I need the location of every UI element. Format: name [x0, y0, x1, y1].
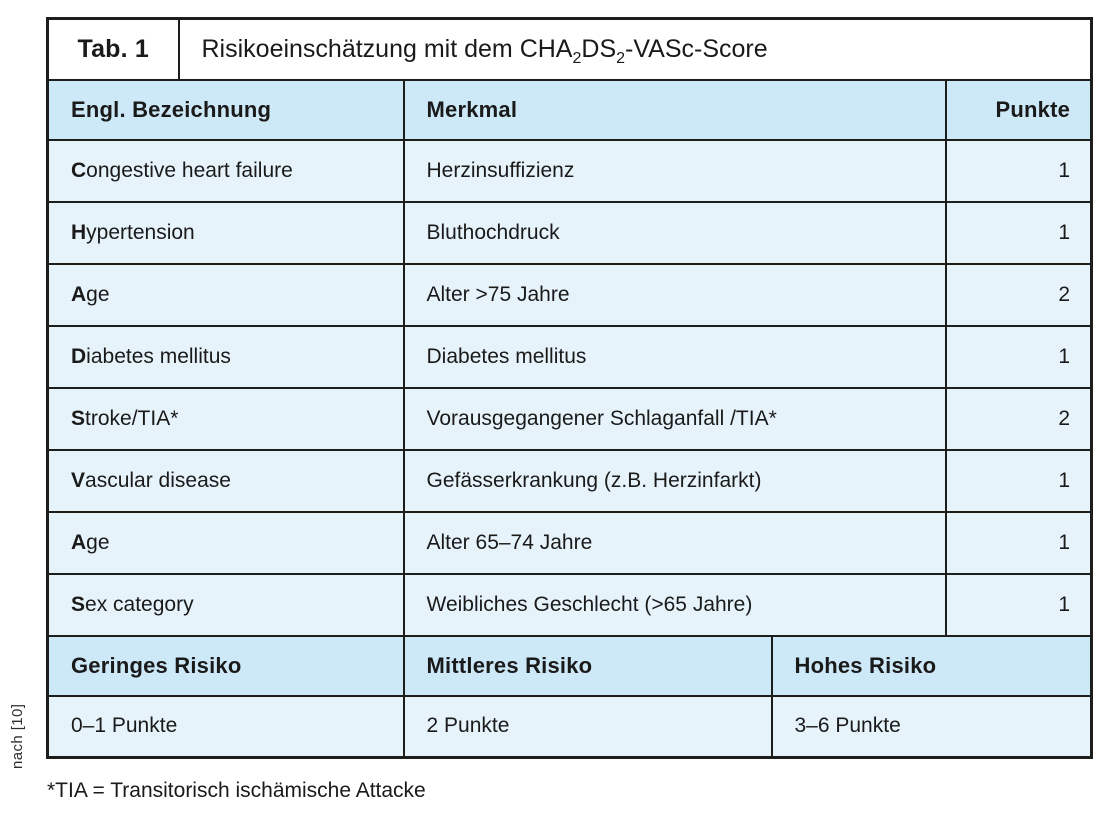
points-cell: 1	[944, 572, 1093, 637]
points-cell: 2	[944, 386, 1093, 451]
table-row-hypertension: Hypertension Bluthochdruck 1	[46, 200, 1093, 265]
source-reference-vertical: nach [10]	[9, 703, 26, 769]
english-term-rest: ongestive heart failure	[86, 158, 293, 182]
table-number-label: Tab. 1	[46, 17, 180, 81]
english-term-rest: ypertension	[86, 220, 195, 244]
english-term: Sex category	[46, 572, 405, 637]
english-term-rest: iabetes mellitus	[86, 344, 231, 368]
english-term: Congestive heart failure	[46, 138, 405, 203]
points-cell: 1	[944, 510, 1093, 575]
chads-vasc-score-table: Tab. 1 Risikoeinschätzung mit dem CHA2DS…	[46, 17, 1094, 759]
merkmal-cell: Vorausgegangener Schlaganfall /TIA*	[402, 386, 947, 451]
risk-header-high: Hohes Risiko	[770, 634, 1093, 697]
table-caption-row: Tab. 1 Risikoeinschätzung mit dem CHA2DS…	[46, 17, 1093, 81]
risk-value-row: 0–1 Punkte 2 Punkte 3–6 Punkte	[46, 694, 1093, 759]
english-term-initial: A	[71, 282, 87, 306]
table-title-text-part3: -VASc-Score	[625, 34, 768, 63]
english-term-initial: A	[71, 530, 87, 554]
table-row-sex-category: Sex category Weibliches Geschlecht (>65 …	[46, 572, 1093, 637]
english-term: Age	[46, 510, 405, 575]
english-term-rest: ge	[86, 530, 110, 554]
english-term: Diabetes mellitus	[46, 324, 405, 389]
merkmal-cell: Bluthochdruck	[402, 200, 947, 265]
english-term: Stroke/TIA*	[46, 386, 405, 451]
english-term: Age	[46, 262, 405, 327]
risk-value-low: 0–1 Punkte	[46, 694, 405, 759]
table-title: Risikoeinschätzung mit dem CHA2DS2-VASc-…	[177, 17, 1093, 81]
english-term-initial: D	[71, 344, 87, 368]
table-row-stroke-tia: Stroke/TIA* Vorausgegangener Schlaganfal…	[46, 386, 1093, 451]
merkmal-cell: Alter 65–74 Jahre	[402, 510, 947, 575]
risk-header-row: Geringes Risiko Mittleres Risiko Hohes R…	[46, 634, 1093, 697]
points-cell: 2	[944, 262, 1093, 327]
english-term-initial: V	[71, 468, 86, 492]
english-term-rest: troke/TIA*	[85, 406, 179, 430]
english-term-initial: S	[71, 592, 86, 616]
english-term: Vascular disease	[46, 448, 405, 513]
points-cell: 1	[944, 200, 1093, 265]
table-row-congestive-heart-failure: Congestive heart failure Herzinsuffizien…	[46, 138, 1093, 203]
column-header-english: Engl. Bezeichnung	[46, 78, 405, 141]
column-header-punkte: Punkte	[944, 78, 1093, 141]
table-title-subscript2: 2	[616, 49, 626, 67]
merkmal-cell: Weibliches Geschlecht (>65 Jahre)	[402, 572, 947, 637]
points-cell: 1	[944, 138, 1093, 203]
points-cell: 1	[944, 448, 1093, 513]
tia-footnote: *TIA = Transitorisch ischämische Attacke	[47, 779, 426, 802]
merkmal-cell: Herzinsuffizienz	[402, 138, 947, 203]
risk-value-high: 3–6 Punkte	[770, 694, 1093, 759]
table-row-age-over-75: Age Alter >75 Jahre 2	[46, 262, 1093, 327]
table-row-vascular-disease: Vascular disease Gefässerkrankung (z.B. …	[46, 448, 1093, 513]
risk-header-medium: Mittleres Risiko	[402, 634, 773, 697]
english-term-rest: ex category	[85, 592, 194, 616]
english-term-rest: ascular disease	[85, 468, 231, 492]
risk-header-low: Geringes Risiko	[46, 634, 405, 697]
merkmal-cell: Alter >75 Jahre	[402, 262, 947, 327]
table-title-text-part1: Risikoeinschätzung mit dem CHA	[201, 34, 573, 63]
table-title-text-part2: DS	[581, 34, 617, 63]
english-term-initial: C	[71, 158, 87, 182]
risk-value-medium: 2 Punkte	[402, 694, 773, 759]
table-title-subscript1: 2	[572, 49, 582, 67]
english-term-initial: H	[71, 220, 87, 244]
points-cell: 1	[944, 324, 1093, 389]
merkmal-cell: Gefässerkrankung (z.B. Herzinfarkt)	[402, 448, 947, 513]
table-header-row: Engl. Bezeichnung Merkmal Punkte	[46, 78, 1093, 141]
english-term-rest: ge	[86, 282, 110, 306]
english-term: Hypertension	[46, 200, 405, 265]
table-row-age-65-74: Age Alter 65–74 Jahre 1	[46, 510, 1093, 575]
column-header-merkmal: Merkmal	[402, 78, 947, 141]
english-term-initial: S	[71, 406, 86, 430]
table-row-diabetes: Diabetes mellitus Diabetes mellitus 1	[46, 324, 1093, 389]
merkmal-cell: Diabetes mellitus	[402, 324, 947, 389]
